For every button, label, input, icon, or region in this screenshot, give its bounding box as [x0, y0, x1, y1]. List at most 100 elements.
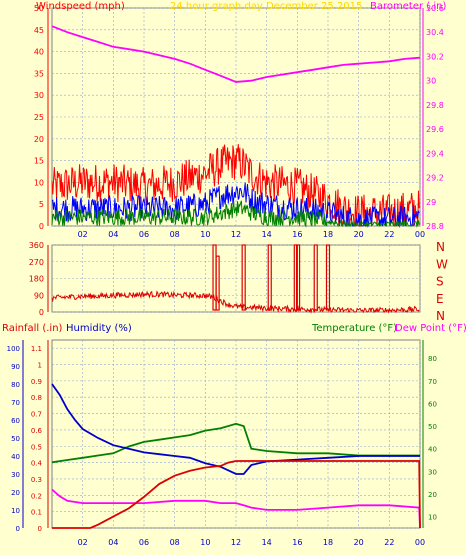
humidity-tick-label: 10 [11, 507, 20, 515]
direction-tick-label: 90 [34, 291, 44, 300]
wind-tick-label: 30 [34, 91, 44, 100]
temp-tick-label: 20 [428, 491, 437, 499]
x-tick-label: 16 [292, 230, 302, 239]
humidity-tick-label: 50 [11, 435, 20, 443]
barometer-tick-label: 29 [426, 198, 436, 207]
direction-tick-label: 180 [29, 275, 44, 284]
x-tick-label: 02 [78, 230, 88, 239]
wind-speed-line [51, 144, 420, 228]
barometer-tick-label: 30.2 [426, 52, 444, 61]
barometer-tick-label: 29.6 [426, 125, 444, 134]
barometer-title: Barometer (.in) [370, 1, 446, 12]
humidity-tick-label: 70 [11, 399, 20, 407]
humidity-tick-label: 30 [11, 471, 20, 479]
barometer-tick-label: 30.6 [426, 4, 444, 13]
barometer-tick-label: 29.4 [426, 149, 444, 158]
direction-spike [267, 244, 272, 311]
wind-tick-label: 50 [34, 4, 44, 13]
rain-tick-label: 0.7 [31, 411, 42, 419]
temp-tick-label: 80 [428, 355, 437, 363]
wind-tick-label: 25 [34, 113, 44, 122]
x-tick-label: 16 [292, 538, 302, 547]
wind-tick-label: 45 [34, 26, 44, 35]
direction-tick-label: 360 [29, 241, 44, 250]
rain-tick-label: 0.1 [31, 509, 42, 517]
rain-tick-label: 0.4 [31, 460, 43, 468]
direction-tick-label: 0 [39, 308, 44, 317]
x-tick-label: 10 [200, 230, 210, 239]
humidity-tick-label: 60 [11, 417, 20, 425]
direction-spike [215, 255, 220, 311]
humidity-tick-label: 90 [11, 363, 20, 371]
wind-tick-label: 5 [39, 200, 44, 209]
x-tick-label: 14 [262, 230, 272, 239]
wind-tick-label: 10 [34, 178, 44, 187]
barometer-line [51, 25, 421, 83]
x-tick-label: 04 [108, 230, 118, 239]
x-tick-label: 08 [170, 230, 180, 239]
x-tick-label: 20 [354, 538, 364, 547]
compass-label: E [436, 292, 444, 306]
x-tick-label: 12 [231, 230, 241, 239]
compass-label: S [436, 275, 444, 289]
humidity-tick-label: 80 [11, 381, 20, 389]
temperature-title: Temperature (°F) [311, 323, 397, 334]
dew-point-title: Dew Point (°F) [395, 323, 466, 334]
temp-tick-label: 30 [428, 468, 437, 476]
temp-tick-label: 70 [428, 378, 437, 386]
x-tick-label: 22 [384, 230, 394, 239]
x-tick-label: 08 [170, 538, 180, 547]
rain-tick-label: 0.2 [31, 492, 42, 500]
rain-tick-label: 0.6 [31, 427, 43, 435]
x-tick-label: 06 [139, 230, 149, 239]
humidity-tick-label: 40 [11, 453, 20, 461]
x-tick-label: 14 [262, 538, 272, 547]
barometer-tick-label: 29.2 [426, 174, 444, 183]
temp-tick-label: 50 [428, 423, 437, 431]
temperature-line [51, 422, 420, 464]
barometer-tick-label: 30 [426, 77, 436, 86]
compass-label: W [436, 257, 448, 271]
rain-tick-label: 0.9 [31, 378, 42, 386]
wind-tick-label: 35 [34, 69, 44, 78]
barometer-tick-label: 29.8 [426, 101, 444, 110]
direction-spike [313, 244, 318, 311]
humidity-line [51, 383, 420, 475]
humidity-title: Humidity (%) [66, 323, 132, 334]
humidity-tick-label: 20 [11, 489, 20, 497]
compass-label: N [436, 309, 445, 323]
direction-spike [293, 244, 298, 311]
rain-tick-label: 1.1 [31, 345, 42, 353]
barometer-tick-label: 30.4 [426, 28, 444, 37]
x-tick-label: 04 [108, 538, 118, 547]
temp-tick-label: 60 [428, 400, 437, 408]
windspeed-title: Windspeed (mph) [36, 1, 125, 12]
wind-average-line [51, 182, 420, 227]
direction-tick-label: 270 [29, 258, 44, 267]
temp-tick-label: 40 [428, 446, 437, 454]
humidity-tick-label: 0 [16, 525, 20, 533]
x-tick-label: 00 [415, 538, 425, 547]
graph-title: 24 hour graph day December 25 2015 [170, 1, 362, 12]
compass-label: N [436, 240, 445, 254]
x-tick-label: 18 [323, 538, 333, 547]
temp-tick-label: 10 [428, 514, 437, 522]
direction-spike [325, 244, 331, 311]
rainfall-title: Rainfall (.in) [2, 323, 63, 334]
x-tick-label: 02 [78, 538, 88, 547]
x-tick-label: 18 [323, 230, 333, 239]
x-tick-label: 20 [354, 230, 364, 239]
rain-tick-label: 0 [38, 525, 42, 533]
wind-tick-label: 15 [34, 157, 44, 166]
x-tick-label: 00 [415, 230, 425, 239]
x-tick-label: 22 [384, 538, 394, 547]
rain-tick-label: 0.8 [31, 394, 42, 402]
humidity-tick-label: 100 [7, 345, 20, 353]
direction-spike [241, 244, 246, 311]
rain-tick-label: 0.5 [31, 443, 42, 451]
x-tick-label: 12 [231, 538, 241, 547]
barometer-tick-label: 28.8 [426, 222, 444, 231]
wind-tick-label: 0 [39, 222, 44, 231]
rain-tick-label: 0.3 [31, 476, 42, 484]
